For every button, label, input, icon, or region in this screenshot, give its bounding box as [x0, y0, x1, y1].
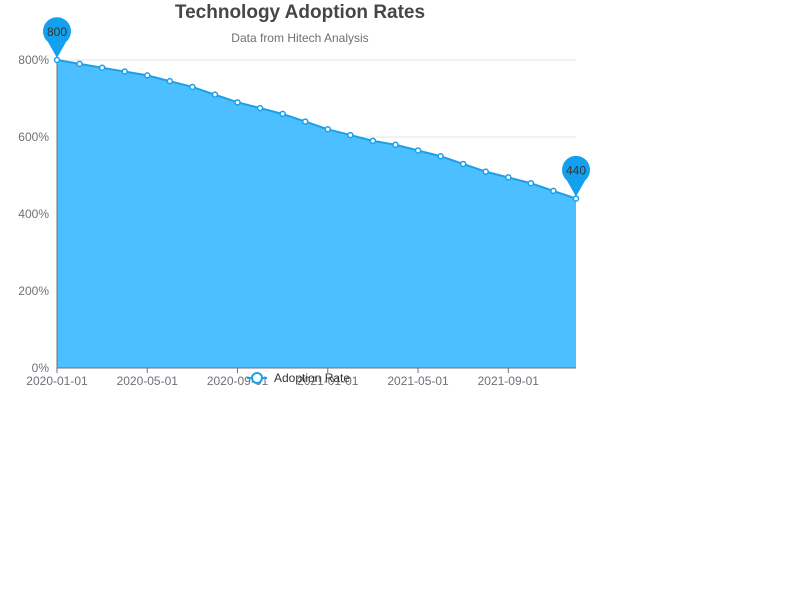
data-point — [572, 195, 580, 202]
data-point — [459, 160, 467, 168]
data-point — [392, 141, 399, 148]
marker-pin — [562, 155, 590, 197]
data-point — [211, 91, 219, 98]
data-point — [234, 99, 241, 106]
series-line — [56, 59, 577, 200]
data-point — [98, 64, 106, 71]
data-point — [527, 179, 535, 187]
data-point — [347, 131, 354, 139]
marker-label: 440 — [566, 164, 586, 178]
y-tick-label: 400% — [18, 207, 49, 221]
marker-pin — [43, 17, 71, 58]
data-point — [414, 147, 422, 154]
data-point — [189, 83, 196, 91]
chart-title: Technology Adoption Rates — [174, 2, 426, 23]
series-area — [57, 60, 576, 368]
y-tick-label: 200% — [18, 284, 49, 298]
x-tick-label: 2020-05-01 — [117, 374, 179, 388]
marker-label: 800 — [47, 25, 67, 39]
data-point — [324, 126, 332, 133]
x-tick-label: 2021-01-01 — [297, 374, 359, 388]
chart-subtitle: Data from Hitech Analysis — [231, 31, 369, 45]
data-point — [279, 110, 286, 118]
data-point — [166, 77, 174, 85]
x-tick-label: 2020-01-01 — [26, 374, 88, 388]
data-point — [505, 174, 512, 181]
data-point — [121, 68, 128, 75]
x-tick-label: 2021-09-01 — [478, 374, 540, 388]
legend-marker-icon — [251, 372, 263, 384]
data-point — [53, 56, 61, 64]
legend-label: Adoption Rate — [274, 371, 350, 385]
data-point — [76, 60, 83, 68]
data-point — [550, 187, 557, 195]
data-point — [301, 118, 309, 125]
data-point — [256, 104, 264, 112]
y-tick-label: 600% — [18, 130, 49, 144]
x-tick-label: 2021-05-01 — [387, 374, 449, 388]
y-tick-label: 0% — [32, 361, 50, 375]
data-point — [144, 72, 151, 79]
data-point — [482, 168, 489, 175]
data-point — [369, 137, 377, 145]
y-tick-label: 800% — [18, 53, 49, 67]
data-point — [437, 153, 444, 160]
